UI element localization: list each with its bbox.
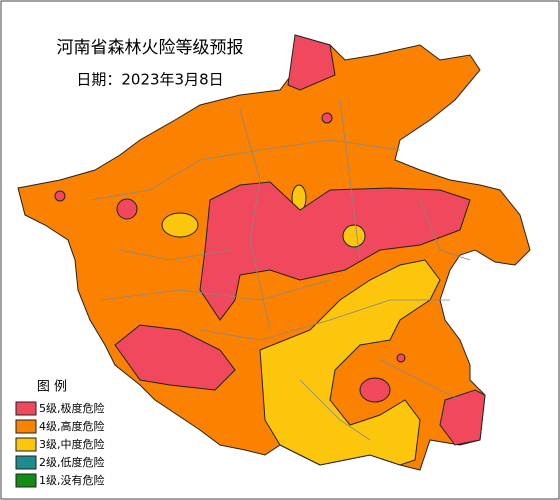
map-date: 日期：2023年3月8日 bbox=[76, 71, 223, 89]
map-title: 河南省森林火险等级预报 bbox=[57, 38, 244, 58]
legend-swatch bbox=[15, 419, 37, 434]
legend-label: 2级,低度危险 bbox=[39, 455, 105, 469]
legend-label: 1级,没有危险 bbox=[39, 473, 105, 487]
legend-swatch bbox=[15, 437, 37, 452]
region-level-5 bbox=[114, 324, 236, 391]
legend-title: 图 例 bbox=[37, 380, 67, 395]
legend: 5级,极度危险 4级,高度危险 3级,中度危险 2级,低度危险 1级,没有危险 bbox=[15, 401, 105, 488]
legend-label: 4级,高度危险 bbox=[39, 419, 105, 433]
legend-label: 3级,中度危险 bbox=[39, 437, 105, 451]
region-level-3 bbox=[259, 259, 441, 466]
region-level-5 bbox=[116, 198, 138, 220]
legend-swatch bbox=[15, 401, 37, 416]
county-border bbox=[89, 99, 471, 441]
region-level-5 bbox=[199, 181, 471, 321]
region-level-5 bbox=[396, 353, 406, 363]
region-level-3 bbox=[161, 212, 199, 238]
region-level-5 bbox=[287, 34, 336, 91]
legend-swatch bbox=[15, 473, 37, 488]
map bbox=[17, 34, 531, 471]
region-level-3 bbox=[342, 224, 366, 248]
legend-swatch bbox=[15, 455, 37, 470]
region-level-5 bbox=[321, 112, 333, 124]
region-level-5 bbox=[54, 190, 66, 202]
region-level-5 bbox=[439, 389, 486, 446]
legend-label: 5级,极度危险 bbox=[39, 401, 105, 415]
region-level-5 bbox=[359, 377, 391, 403]
